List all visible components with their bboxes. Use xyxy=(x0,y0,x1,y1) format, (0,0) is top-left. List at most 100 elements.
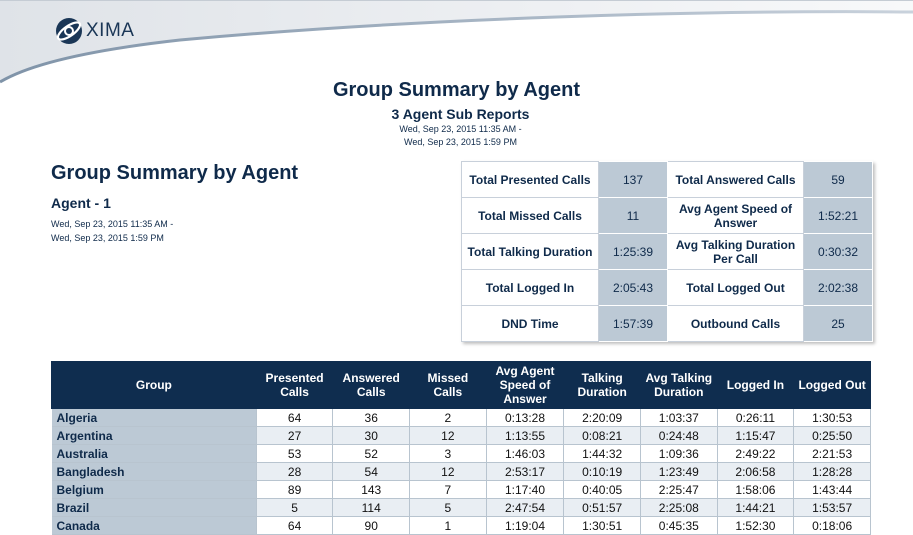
cell-talking: 0:40:05 xyxy=(563,480,641,499)
cell-logged-out: 1:53:57 xyxy=(793,498,871,517)
summary-label: DND Time xyxy=(461,305,599,342)
cell-logged-out: 1:43:44 xyxy=(793,480,871,499)
summary-table: Total Presented Calls 137 Total Answered… xyxy=(461,161,873,342)
cell-answered: 52 xyxy=(332,444,411,463)
table-row: Algeria 64 36 2 0:13:28 2:20:09 1:03:37 0:26:11… xyxy=(51,408,871,427)
summary-value: 1:25:39 xyxy=(598,233,668,270)
cell-avg-talking: 1:09:36 xyxy=(640,444,718,463)
summary-value: 0:30:32 xyxy=(803,233,873,270)
cell-missed: 7 xyxy=(409,480,487,499)
cell-answered: 90 xyxy=(332,516,411,535)
cell-logged-out: 1:28:28 xyxy=(793,462,871,481)
cell-group: Australia xyxy=(51,444,257,463)
column-header-logged-in: Logged In xyxy=(716,361,795,409)
column-header-group: Group xyxy=(51,361,257,409)
summary-row: Total Talking Duration 1:25:39 Avg Talki… xyxy=(461,233,873,270)
table-row: Argentina 27 30 12 1:13:55 0:08:21 0:24:48 1:15… xyxy=(51,426,871,445)
cell-logged-in: 2:06:58 xyxy=(717,462,795,481)
cell-group: Bangladesh xyxy=(51,462,257,481)
agent-date-start: Wed, Sep 23, 2015 11:35 AM - xyxy=(51,219,174,229)
cell-group: Algeria xyxy=(51,408,257,427)
summary-value: 1:57:39 xyxy=(598,305,668,342)
cell-presented: 64 xyxy=(256,408,334,427)
summary-value: 2:02:38 xyxy=(803,269,873,306)
table-row: Bangladesh 28 54 12 2:53:17 0:10:19 1:23:49 2:0… xyxy=(51,462,871,481)
cell-avg-speed: 2:53:17 xyxy=(486,462,565,481)
table-header-row: Group Presented Calls Answered Calls Mis… xyxy=(51,361,871,409)
xima-logo-text: XIMA xyxy=(86,20,135,41)
cell-group: Belgium xyxy=(51,480,257,499)
table-row: Belgium 89 143 7 1:17:40 0:40:05 2:25:47 1:58:0… xyxy=(51,480,871,499)
cell-avg-talking: 1:23:49 xyxy=(640,462,718,481)
column-header-logged-out: Logged Out xyxy=(793,361,871,409)
summary-row: Total Logged In 2:05:43 Total Logged Out… xyxy=(461,269,873,306)
cell-logged-out: 0:25:50 xyxy=(793,426,871,445)
cell-answered: 30 xyxy=(332,426,411,445)
cell-avg-speed: 1:46:03 xyxy=(486,444,565,463)
summary-label: Total Answered Calls xyxy=(667,161,804,198)
cell-missed: 12 xyxy=(409,426,487,445)
summary-value: 59 xyxy=(803,161,873,198)
cell-avg-talking: 2:25:08 xyxy=(640,498,718,517)
cell-missed: 1 xyxy=(409,516,487,535)
cell-avg-talking: 0:45:35 xyxy=(640,516,718,535)
cell-avg-talking: 0:24:48 xyxy=(640,426,718,445)
cell-presented: 27 xyxy=(256,426,334,445)
cell-talking: 2:20:09 xyxy=(563,408,641,427)
column-header-talking: Talking Duration xyxy=(563,361,641,409)
cell-avg-talking: 2:25:47 xyxy=(640,480,718,499)
cell-talking: 0:51:57 xyxy=(563,498,641,517)
cell-avg-speed: 1:19:04 xyxy=(486,516,565,535)
cell-group: Canada xyxy=(51,516,257,535)
cell-group: Argentina xyxy=(51,426,257,445)
cell-logged-in: 1:44:21 xyxy=(717,498,795,517)
summary-value: 25 xyxy=(803,305,873,342)
report-date-start: Wed, Sep 23, 2015 11:35 AM - xyxy=(399,124,522,134)
summary-label: Total Logged Out xyxy=(667,269,804,306)
cell-avg-speed: 2:47:54 xyxy=(486,498,565,517)
agent-date-end: Wed, Sep 23, 2015 1:59 PM xyxy=(51,233,164,243)
cell-logged-out: 0:18:06 xyxy=(793,516,871,535)
summary-value: 1:52:21 xyxy=(803,197,873,234)
section-title: Group Summary by Agent xyxy=(51,162,299,184)
cell-presented: 5 xyxy=(256,498,334,517)
cell-logged-in: 0:26:11 xyxy=(717,408,795,427)
cell-talking: 1:30:51 xyxy=(563,516,641,535)
summary-value: 2:05:43 xyxy=(598,269,668,306)
agent-name: Agent - 1 xyxy=(51,195,111,211)
summary-row: Total Missed Calls 11 Avg Agent Speed of… xyxy=(461,197,873,234)
cell-avg-speed: 1:13:55 xyxy=(486,426,565,445)
cell-answered: 54 xyxy=(332,462,411,481)
cell-logged-out: 2:21:53 xyxy=(793,444,871,463)
summary-label: Avg Agent Speed of Answer xyxy=(667,197,804,234)
column-header-missed: Missed Calls xyxy=(409,361,487,409)
summary-row: DND Time 1:57:39 Outbound Calls 25 xyxy=(461,305,873,342)
cell-presented: 28 xyxy=(256,462,334,481)
summary-label: Total Talking Duration xyxy=(461,233,599,270)
report-subtitle: 3 Agent Sub Reports xyxy=(391,106,530,122)
cell-logged-out: 1:30:53 xyxy=(793,408,871,427)
column-header-avg-talking: Avg Talking Duration xyxy=(639,361,718,409)
summary-value: 137 xyxy=(598,161,668,198)
table-row: Canada 64 90 1 1:19:04 1:30:51 0:45:35 1:52:30 0… xyxy=(51,516,871,535)
summary-label: Total Presented Calls xyxy=(461,161,599,198)
header-band xyxy=(0,0,913,84)
cell-logged-in: 1:58:06 xyxy=(717,480,795,499)
cell-missed: 5 xyxy=(409,498,487,517)
table-row: Australia 53 52 3 1:46:03 1:44:32 1:09:36 2:49:… xyxy=(51,444,871,463)
column-header-avg-speed: Avg Agent Speed of Answer xyxy=(485,361,565,409)
cell-presented: 64 xyxy=(256,516,334,535)
cell-talking: 0:10:19 xyxy=(563,462,641,481)
cell-answered: 143 xyxy=(332,480,411,499)
cell-answered: 114 xyxy=(332,498,411,517)
xima-logo-icon xyxy=(56,18,82,44)
xima-logo: XIMA xyxy=(54,16,134,46)
cell-group: Brazil xyxy=(51,498,257,517)
cell-talking: 0:08:21 xyxy=(563,426,641,445)
table-row: Brazil 5 114 5 2:47:54 0:51:57 2:25:08 1:44:21 1… xyxy=(51,498,871,517)
cell-talking: 1:44:32 xyxy=(563,444,641,463)
summary-label: Total Logged In xyxy=(461,269,599,306)
cell-logged-in: 1:15:47 xyxy=(717,426,795,445)
cell-avg-speed: 0:13:28 xyxy=(486,408,565,427)
cell-avg-talking: 1:03:37 xyxy=(640,408,718,427)
